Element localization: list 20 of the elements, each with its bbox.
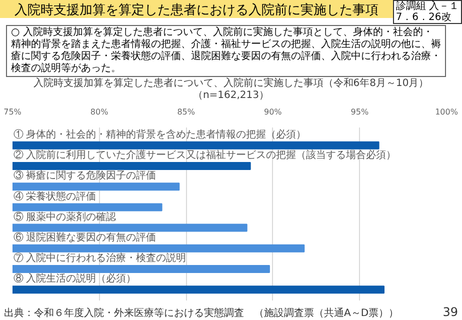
chart-title: 入院時支援加算を算定した患者における入院前に実施した事項 (0, 0, 393, 18)
x-tick-label: 90% (264, 108, 282, 116)
y-tick-label: ③ 褥瘡に関する危険因子の評価 (14, 170, 156, 182)
y-tick-label: ④ 栄養状態の評価 (14, 190, 96, 202)
x-tick-label: 85% (177, 108, 196, 116)
x-tick-label: 100% (435, 108, 458, 116)
source-note: 出典：令和６年度入院・外来医療等における実態調査 （施設調査票（共通A～D票）） (4, 307, 399, 320)
x-tick-label: 80% (90, 108, 109, 116)
y-tick-label: ⑤ 服薬中の薬剤の確認 (14, 210, 116, 223)
text: 39 (442, 304, 458, 320)
y-tick-label: ⑥ 退院困難な要因の有無の評価 (14, 231, 156, 244)
y-tick-label: ⑧ 入院生活の説明（必須） (14, 272, 136, 285)
y-tick-label: ⑦ 入院中に行われる治療・検査の説明 (14, 252, 186, 264)
y-tick-label: ① 身体的・社会的・精神的背景を含めた患者情報の把握（必須） (14, 128, 306, 140)
x-tick-label: 95% (350, 108, 369, 116)
x-tick-label: 75% (4, 108, 22, 116)
text: 診調組 入－１ 7．6．26改 (392, 0, 462, 24)
chart-subtitle: 入院時支援加算を算定した患者について、入院前に実施した事項（令和6年8月～10月）（n=162,213） (32, 78, 430, 102)
y-tick-label: ② 入院前に利用していた介護サービス又は福祉サービスの把握（該当する場合必須） (14, 149, 396, 162)
text: ○ 入院時支援加算を算定した患者について、入院前に実施した事項として、身体的・社会的・精神的背景を踏まえた患者情報の把握、介護・福祉サービスの把握、入院生活の説明の他に、褥瘡に関する危険因子・栄養状態の評価、退院困難な要因の有無の評価、入院中に行われる治療・検査の説明等があった。 (6, 25, 446, 77)
